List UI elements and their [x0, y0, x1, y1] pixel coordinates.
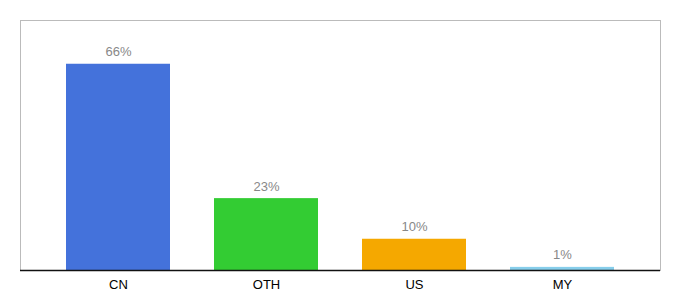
svg-text:OTH: OTH	[253, 277, 280, 292]
svg-text:1%: 1%	[553, 247, 572, 262]
svg-text:CN: CN	[109, 277, 128, 292]
svg-text:10%: 10%	[401, 219, 427, 234]
svg-text:MY: MY	[553, 277, 573, 292]
svg-text:66%: 66%	[105, 44, 131, 59]
svg-text:23%: 23%	[253, 179, 279, 194]
svg-text:US: US	[405, 277, 423, 292]
